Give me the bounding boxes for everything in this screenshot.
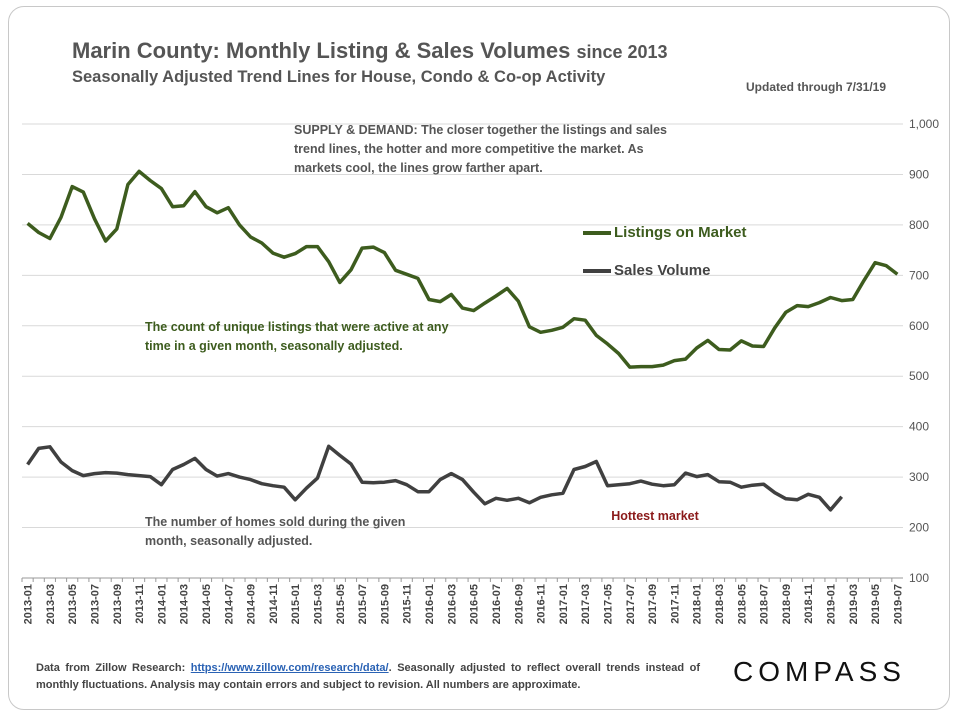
legend-sales-swatch [583,268,611,273]
x-tick-label: 2014-07 [223,584,235,624]
sales-note: The number of homes sold during the give… [145,515,406,548]
updated-date: Updated through 7/31/19 [746,80,887,94]
x-tick-label: 2014-09 [246,584,258,624]
x-tick-label: 2016-11 [536,584,548,624]
footer-prefix: Data from Zillow Research: [36,662,191,674]
hottest-market-note: Hottest market [611,509,699,523]
legend-listings-swatch [583,230,611,235]
x-tick-label: 2015-07 [357,584,369,624]
x-tick-label: 2018-01 [692,584,704,624]
x-tick-label: 2013-07 [89,584,101,624]
chart-title: Marin County: Monthly Listing & Sales Vo… [72,38,668,64]
legend-listings-label: Listings on Market [614,224,747,241]
x-tick-label: 2014-01 [156,584,168,624]
x-tick-label: 2017-03 [580,584,592,624]
title-main: Marin County: Monthly Listing & Sales Vo… [72,38,571,63]
sales-volume-line [26,444,844,512]
x-tick-label: 2018-09 [781,584,793,624]
footer-suffix: . Seasonally adjusted to reflect overall… [36,662,700,691]
zillow-link[interactable]: https://www.zillow.com/research/data/ [190,662,389,674]
x-tick-label: 2016-01 [424,584,436,624]
x-tick-label: 2014-05 [201,584,213,624]
y-tick-label: 700 [909,268,929,282]
y-tick-label: 900 [909,167,929,181]
y-tick-label: 500 [909,369,929,383]
chart-subtitle: Seasonally Adjusted Trend Lines for Hous… [72,68,606,86]
x-tick-label: 2015-03 [313,584,325,624]
x-tick-label: 2017-09 [647,584,659,624]
x-tick-label: 2016-05 [469,584,481,624]
x-tick-label: 2014-03 [179,584,191,624]
y-tick-label: 100 [909,571,929,585]
x-tick-label: 2013-11 [134,584,146,624]
legend-sales: Sales Volume [583,262,710,279]
x-tick-label: 2016-09 [513,584,525,624]
x-tick-label: 2016-07 [491,584,503,624]
y-tick-label: 200 [909,521,929,535]
y-tick-label: 400 [909,420,929,434]
listings-note: The count of unique listings that were a… [145,320,449,353]
x-tick-label: 2013-05 [67,584,79,624]
x-tick-label: 2017-07 [625,584,637,624]
x-tick-label: 2019-05 [870,584,882,624]
x-tick-label: 2017-11 [669,584,681,624]
x-tick-label: 2013-03 [45,584,57,624]
x-tick-label: 2015-05 [335,584,347,624]
legend-listings: Listings on Market [583,224,747,241]
title-suffix: since 2013 [576,42,668,62]
x-tick-label: 2019-03 [848,584,860,624]
footer-note: Data from Zillow Research: https://www.z… [36,660,700,694]
chart-card [8,6,950,710]
supply-demand-note: SUPPLY & DEMAND: The closer together the… [294,123,668,175]
x-tick-label: 2018-03 [714,584,726,624]
x-tick-label: 2017-05 [602,584,614,624]
y-tick-label: 600 [909,319,929,333]
x-tick-label: 2013-01 [23,584,35,624]
y-tick-label: 1,000 [909,117,939,131]
x-tick-label: 2014-11 [268,584,280,624]
y-tick-label: 300 [909,470,929,484]
listings-line [26,169,899,369]
x-tick-label: 2015-09 [379,584,391,624]
compass-logo: COMPASS [733,656,906,687]
x-tick-label: 2013-09 [112,584,124,624]
x-tick-label: 2015-01 [290,584,302,624]
x-tick-label: 2019-01 [826,584,838,624]
x-tick-label: 2017-01 [558,584,570,624]
x-tick-label: 2018-11 [803,584,815,624]
x-tick-label: 2016-03 [446,584,458,624]
y-tick-label: 800 [909,218,929,232]
x-tick-label: 2015-11 [402,584,414,624]
x-tick-label: 2018-05 [736,584,748,624]
x-tick-label: 2018-07 [759,584,771,624]
legend-sales-label: Sales Volume [614,262,711,279]
x-tick-label: 2019-07 [892,584,904,624]
